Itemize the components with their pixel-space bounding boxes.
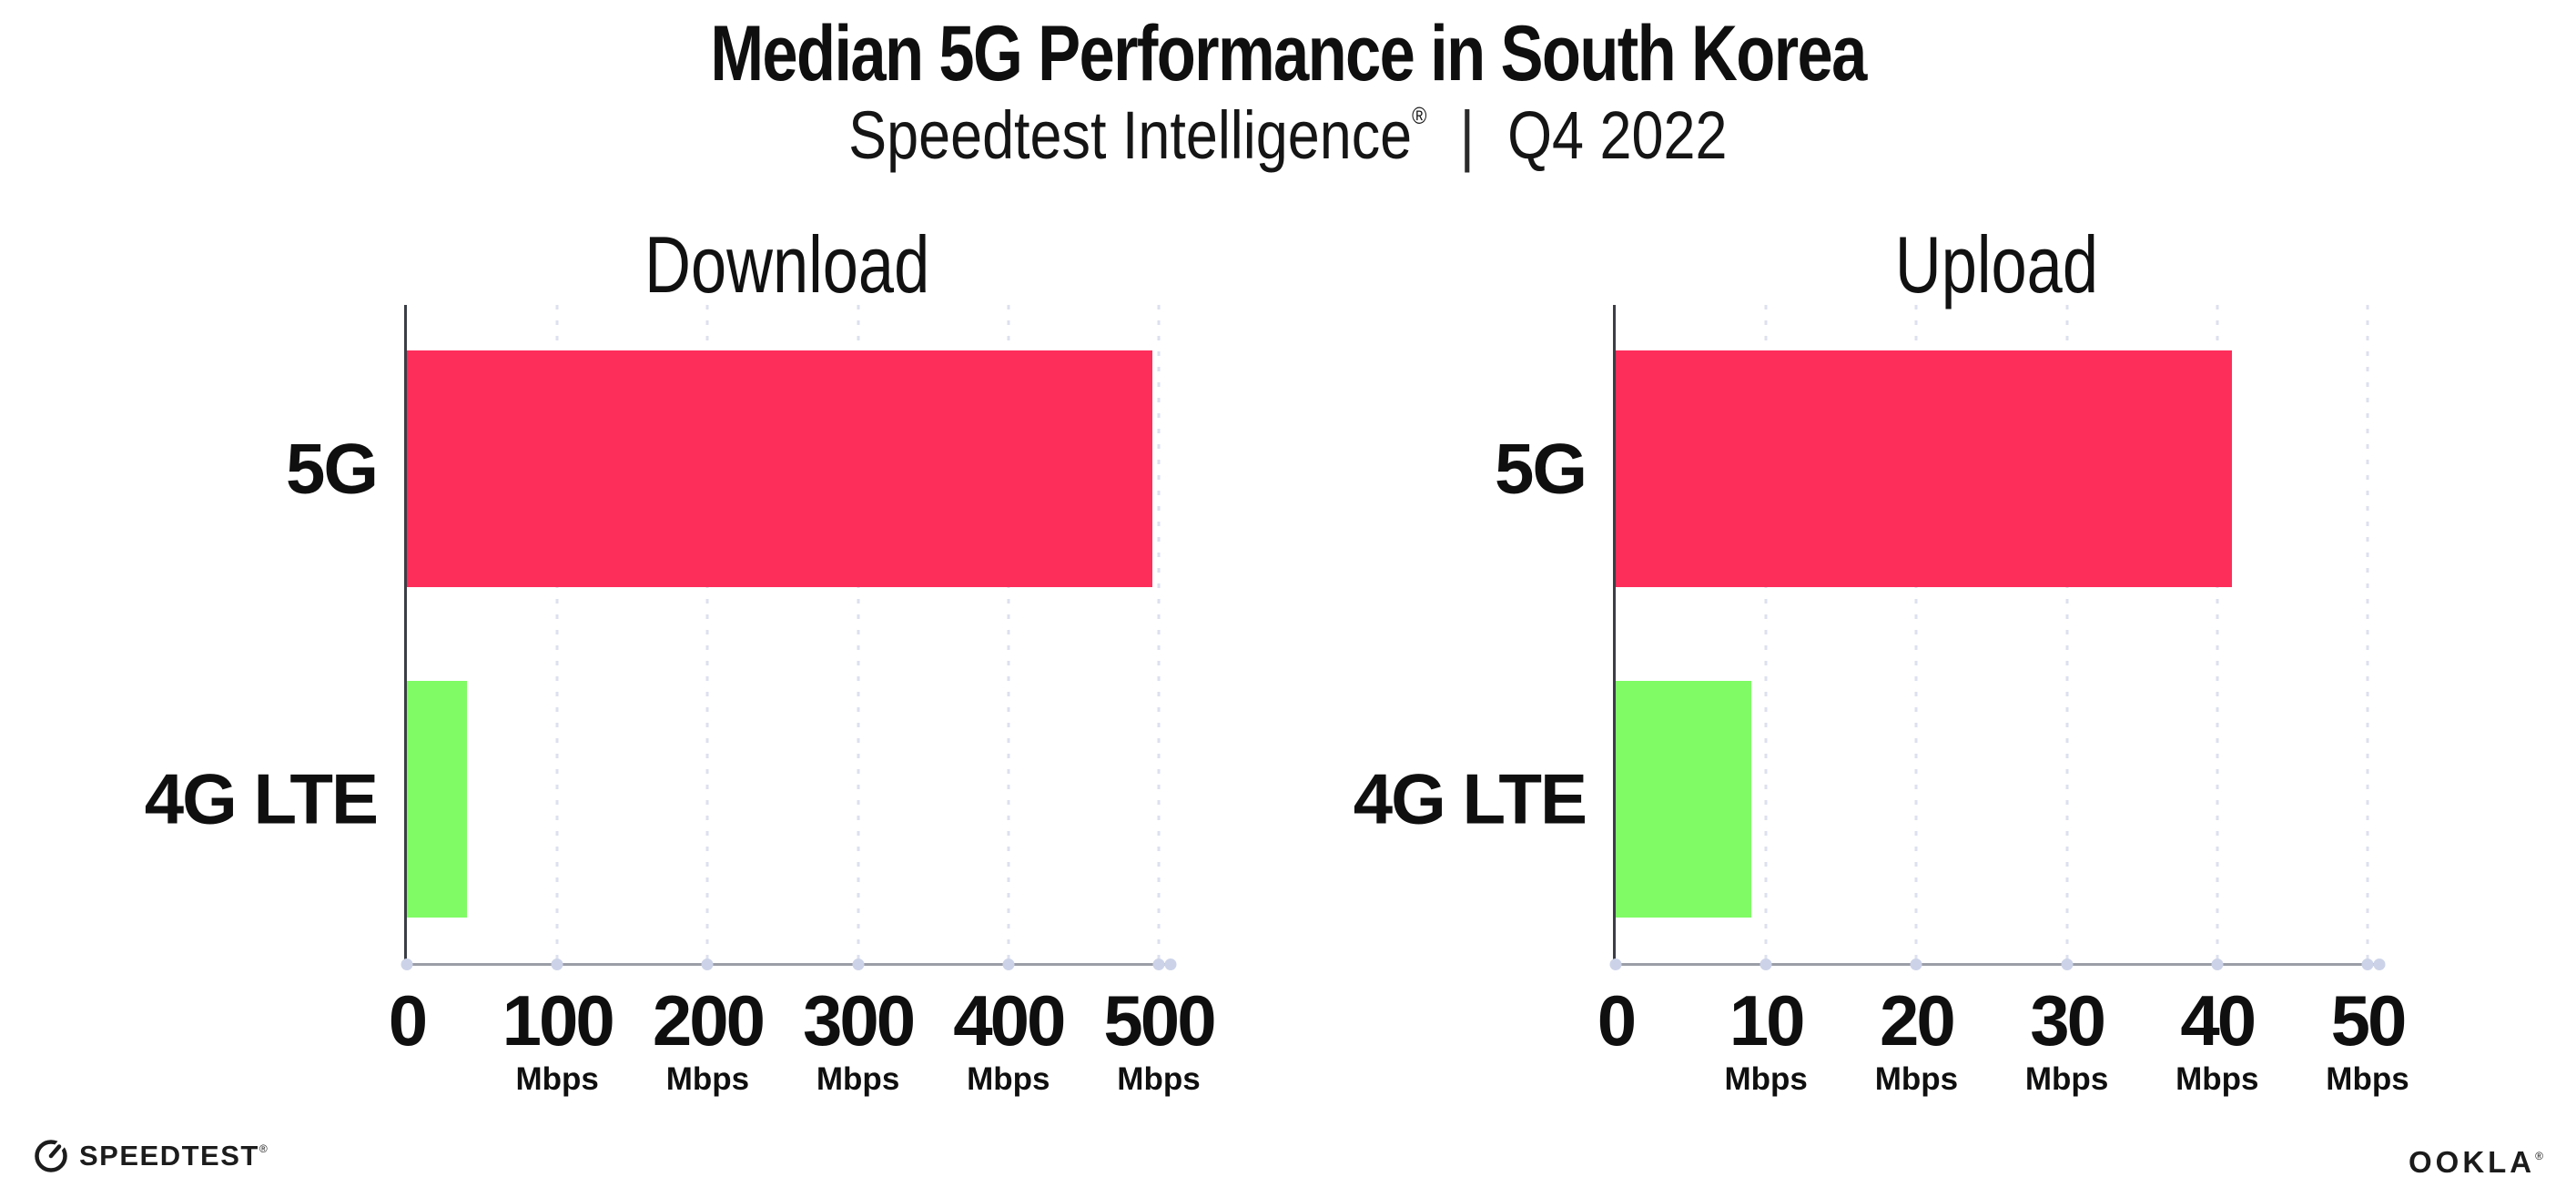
axis-tick-dot [401,959,413,970]
tick-value: 500 [1103,980,1216,1060]
category-label-4g-lte: 4G LTE [144,758,379,839]
bar-5g [407,350,1153,587]
tick-value: 40 [2180,980,2257,1060]
tick-unit: Mbps [2024,1061,2109,1097]
upload-chart-title: Upload [1894,219,2098,309]
tick-unit: Mbps [515,1061,599,1097]
download-chart-panel: Download 5G 4G LTE 0 100 Mbps 200 Mbps 300 Mbp… [104,218,1217,1138]
tick-value: 300 [803,980,916,1060]
axis-tick-dot [551,959,563,970]
tick-value: 0 [1597,980,1637,1060]
gridline-20 [1914,305,1918,963]
axis-tick-dot [1164,959,1177,970]
axis-tick-dot [1760,959,1772,970]
tick-unit: Mbps [967,1061,1050,1097]
tick-unit: Mbps [2326,1061,2409,1097]
registered-mark-icon: ® [259,1142,269,1155]
axis-tick-dot [2361,959,2374,970]
page-title: Median 5G Performance in South Korea [0,9,2576,99]
axis-tick-dot [1002,959,1015,970]
gridline-100 [555,305,559,963]
x-tick-label-20: 20 Mbps [1875,985,1958,1095]
subtitle-divider: | [1459,97,1476,173]
gridline-400 [1007,305,1010,963]
x-tick-label-100: 100 Mbps [502,980,615,1097]
bar-4g-lte [407,681,468,918]
category-label-5g: 5G [285,428,379,509]
page-title-text: Median 5G Performance in South Korea [710,10,1867,97]
speedtest-gauge-icon [35,1139,67,1172]
bar-4g-lte [1616,681,1751,918]
x-tick-label-40: 40 Mbps [2175,985,2258,1095]
gridline-50 [2366,305,2369,963]
x-axis-ticks: 0 10 Mbps 20 Mbps 30 Mbps 40 Mbps 50 Mbps [1597,985,2409,1121]
axis-tick-dot [852,959,865,970]
axis-tick-dot [2373,959,2386,970]
ookla-logo: OOKLA® [2409,1145,2543,1180]
x-tick-label-200: 200 Mbps [652,980,766,1097]
download-chart-title: Download [644,219,930,309]
x-tick-label-30: 30 Mbps [2025,985,2108,1095]
plot-area [1609,305,2386,970]
speedtest-wordmark: SPEEDTEST® [79,1140,269,1172]
axis-tick-dot [701,959,714,970]
tick-unit: Mbps [665,1061,750,1097]
gridline-200 [705,305,709,963]
x-tick-label-300: 300 Mbps [803,980,916,1097]
x-tick-label-0: 0 [1597,980,1637,1060]
gridline-300 [857,305,860,963]
x-axis-ticks: 0 100 Mbps 200 Mbps 300 Mbps 400 Mbps 500 Mbps [389,980,1217,1121]
registered-mark-icon: ® [1412,102,1427,129]
ookla-wordmark: OOKLA [2408,1145,2536,1179]
plot-area [401,305,1177,970]
registered-mark-icon: ® [2535,1150,2543,1162]
tick-value: 0 [388,980,428,1060]
tick-value: 30 [2030,980,2106,1060]
subtitle-brand: Speedtest Intelligence [848,97,1413,173]
tick-value: 50 [2330,980,2408,1060]
bar-5g [1616,350,2233,587]
gridline-40 [2216,305,2219,963]
tick-value: 10 [1729,980,1806,1060]
category-label-5g: 5G [1494,428,1587,509]
tick-unit: Mbps [1874,1061,1959,1097]
x-tick-label-0: 0 [388,980,428,1060]
x-tick-label-500: 500 Mbps [1103,980,1216,1097]
gridline-30 [2065,305,2069,963]
category-label-4g-lte: 4G LTE [1353,758,1587,839]
tick-unit: Mbps [1117,1061,1201,1097]
axis-tick-dot [1152,959,1165,970]
gridline-10 [1764,305,1768,963]
axis-tick-dot [2211,959,2224,970]
tick-value: 200 [652,980,766,1060]
page-subtitle: Speedtest Intelligence® | Q4 2022 [0,96,2576,174]
tick-unit: Mbps [816,1061,900,1097]
x-tick-label-10: 10 Mbps [1724,985,1807,1095]
axis-tick-dot [1609,959,1622,970]
axis-tick-dot [1910,959,1922,970]
speedtest-logo: SPEEDTEST® [33,1138,269,1174]
tick-value: 100 [502,980,615,1060]
upload-chart-panel: Upload 5G 4G LTE 0 10 Mbps 20 Mbps 30 Mbps 40 Mb… [1313,218,2409,1138]
tick-unit: Mbps [1724,1061,1808,1097]
gridline-500 [1157,305,1161,963]
tick-value: 20 [1880,980,1956,1060]
x-tick-label-400: 400 Mbps [953,980,1066,1097]
tick-unit: Mbps [2175,1061,2259,1097]
x-tick-label-50: 50 Mbps [2326,985,2409,1095]
tick-value: 400 [953,980,1066,1060]
axis-tick-dot [2061,959,2074,970]
subtitle-period: Q4 2022 [1507,97,1728,173]
